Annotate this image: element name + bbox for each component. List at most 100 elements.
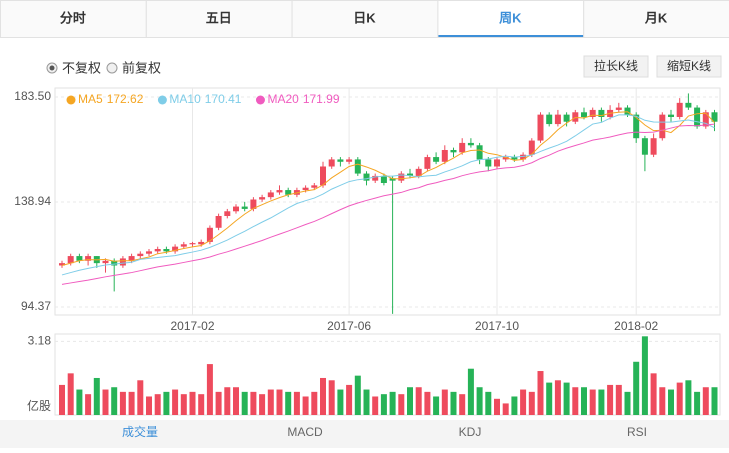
- candle-body: [633, 114, 640, 139]
- candle-body: [111, 260, 118, 266]
- tab[interactable]: [145, 0, 293, 38]
- button-label[interactable]: 缩短K线: [667, 58, 711, 73]
- volume-bar: [668, 389, 674, 415]
- volume-bar: [494, 398, 500, 415]
- candle-body: [67, 256, 74, 264]
- candle-body: [59, 263, 65, 266]
- volume-bar: [398, 394, 405, 415]
- volume-unit: 亿股: [27, 398, 51, 413]
- volume-bar: [633, 361, 640, 415]
- volume-tick-label: 3.18: [28, 334, 52, 348]
- tab-label[interactable]: 日K: [353, 10, 376, 25]
- candle-body: [433, 157, 440, 162]
- tab[interactable]: [0, 0, 147, 38]
- volume-bar: [189, 391, 196, 415]
- bottom-tab[interactable]: RSI: [627, 425, 647, 439]
- candle-body: [702, 112, 709, 127]
- tab-label[interactable]: 月K: [644, 10, 668, 25]
- candle-body: [198, 241, 205, 245]
- volume-bar: [354, 375, 361, 415]
- volume-bar: [146, 396, 152, 415]
- candle-body: [233, 206, 239, 212]
- volume-bar: [615, 384, 622, 415]
- volume-bar: [119, 391, 126, 415]
- candle-body: [267, 192, 274, 198]
- volume-bar: [520, 389, 527, 415]
- candle-body: [659, 114, 666, 139]
- volume-bar: [215, 391, 222, 415]
- candle-body: [424, 157, 431, 169]
- candle-body: [119, 258, 126, 266]
- candle-body: [180, 244, 187, 247]
- candle-body: [459, 142, 466, 153]
- candle-body: [476, 145, 483, 160]
- candle-body: [581, 112, 587, 117]
- legend-marker: [66, 95, 76, 105]
- volume-bar: [537, 371, 544, 415]
- bottom-tab[interactable]: KDJ: [459, 425, 482, 439]
- volume-bar: [563, 382, 570, 415]
- tab-label[interactable]: 周K: [499, 10, 522, 25]
- candle-body: [137, 253, 144, 257]
- volume-bar: [302, 396, 309, 415]
- candle-body: [467, 142, 474, 146]
- radio[interactable]: [106, 62, 118, 74]
- volume-bar: [293, 391, 300, 415]
- volume-bar: [641, 336, 648, 415]
- x-tick-label: 2017-02: [170, 319, 214, 333]
- volume-bar: [76, 389, 83, 415]
- candle-body: [163, 248, 170, 252]
- candle-body: [563, 114, 570, 122]
- button[interactable]: [656, 55, 722, 78]
- candle-body: [398, 173, 405, 181]
- volume-bar: [328, 380, 335, 415]
- volume-bar: [685, 380, 692, 415]
- volume-bar: [259, 394, 266, 415]
- volume-bar: [607, 384, 614, 415]
- volume-bar: [241, 391, 248, 415]
- volume-bar: [154, 394, 161, 415]
- candle-body: [354, 159, 361, 174]
- candle-body: [711, 112, 718, 122]
- candle-body: [668, 114, 674, 117]
- volume-bar: [554, 380, 561, 415]
- volume-bar: [102, 389, 109, 415]
- radio-label[interactable]: 不复权: [62, 60, 101, 75]
- candle-body: [441, 149, 448, 162]
- volume-bar: [172, 389, 179, 415]
- candle-body: [320, 166, 326, 186]
- volume-bar: [320, 377, 326, 415]
- button-label[interactable]: 拉长K线: [594, 58, 638, 73]
- volume-bar: [450, 391, 457, 415]
- candle-body: [102, 260, 109, 264]
- volume-bar: [276, 389, 283, 415]
- volume-bar: [502, 403, 509, 415]
- candle-body: [250, 199, 257, 209]
- y-tick-label: 183.50: [14, 89, 51, 103]
- legend-marker: [255, 95, 265, 105]
- volume-bar: [111, 387, 118, 415]
- tab-label[interactable]: 五日: [206, 10, 232, 25]
- volume-bar: [198, 394, 205, 415]
- candle-body: [502, 157, 509, 160]
- tab[interactable]: [437, 0, 585, 38]
- ma-line: [61, 123, 715, 285]
- tab[interactable]: [583, 0, 729, 38]
- ma-line: [61, 114, 715, 276]
- legend-marker: [157, 95, 167, 105]
- bottom-tab[interactable]: MACD: [287, 425, 323, 439]
- legend-name: MA10: [169, 92, 201, 106]
- volume-bar: [702, 387, 709, 415]
- volume-bar: [441, 389, 448, 415]
- bottom-tab[interactable]: 成交量: [122, 424, 158, 439]
- candle-body: [589, 109, 596, 117]
- button[interactable]: [583, 55, 649, 78]
- volume-bar: [467, 368, 474, 415]
- candle-body: [676, 102, 683, 117]
- tab-label[interactable]: 分时: [60, 10, 86, 25]
- volume-bar: [415, 387, 422, 415]
- volume-bar: [598, 389, 605, 415]
- volume-bar: [180, 394, 187, 415]
- candle-body: [450, 149, 457, 153]
- radio-label[interactable]: 前复权: [122, 60, 161, 75]
